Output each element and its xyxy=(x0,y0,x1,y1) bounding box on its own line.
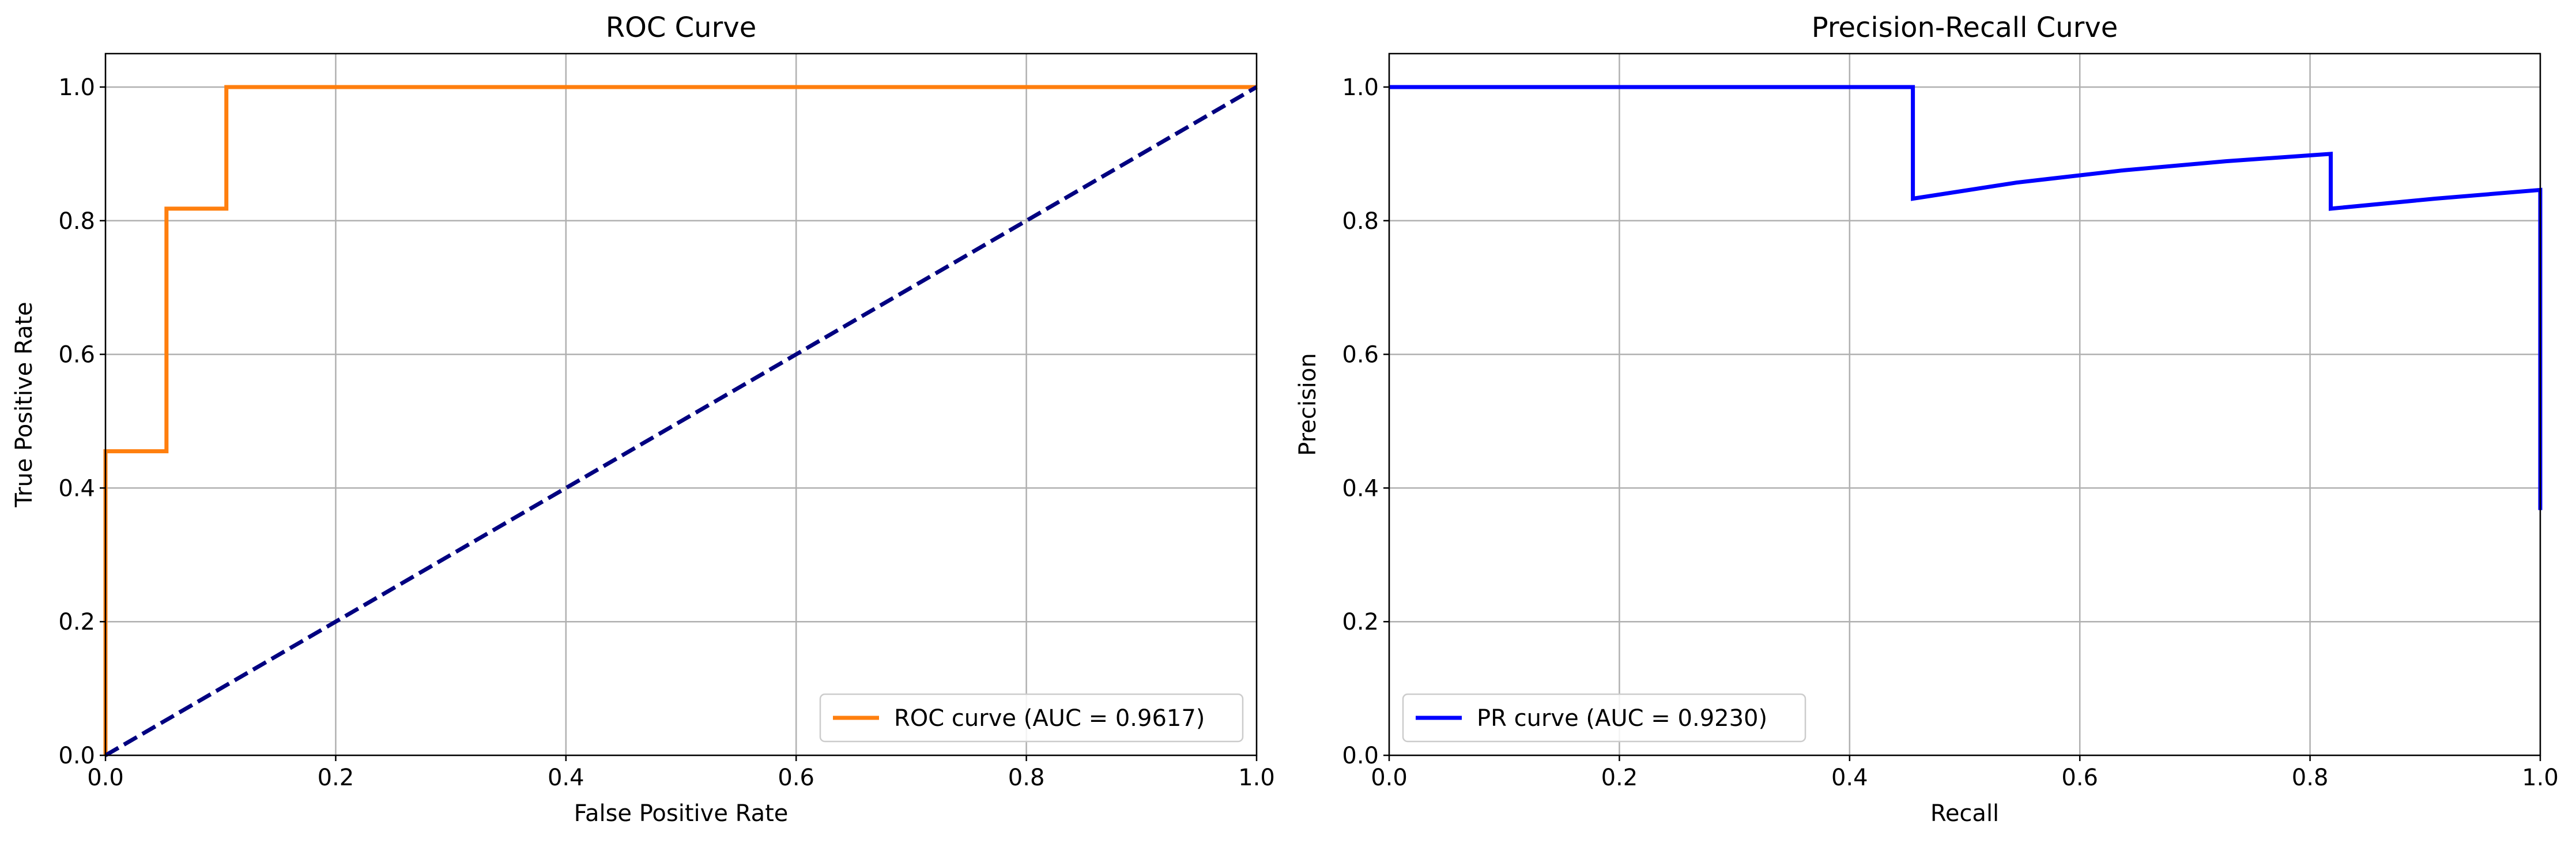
chart-1-xtick-label-3: 0.6 xyxy=(778,765,814,791)
chart-1-ytick-label-5: 1.0 xyxy=(58,74,95,101)
chart-2-ytick-label-1: 0.2 xyxy=(1342,609,1379,635)
chart-2-plot-area xyxy=(1389,54,2540,755)
chart-1-xtick-label-1: 0.2 xyxy=(318,765,354,791)
chart-2-title: Precision-Recall Curve xyxy=(1812,12,2118,44)
chart-2-ytick-label-0: 0.0 xyxy=(1342,743,1379,769)
chart-2-ytick-label-2: 0.4 xyxy=(1342,475,1379,502)
chart-2-ylabel: Precision xyxy=(1295,353,1321,456)
chart-2-xtick-label-3: 0.6 xyxy=(2061,765,2098,791)
chart-1-xtick-label-4: 0.8 xyxy=(1008,765,1045,791)
chart-1-title: ROC Curve xyxy=(606,12,757,44)
chart-1-legend-box xyxy=(819,693,1244,743)
chart-2-ytick-label-5: 1.0 xyxy=(1342,74,1379,101)
chart-2: 0.0 0.2 0.4 0.6 0.8 1.0 0.0 0.2 0.4 0.6 0.8 1.0 Prec… xyxy=(1295,12,2559,827)
chart-1-ylabel: True Positive Rate xyxy=(11,302,37,507)
chart-2-legend: PR curve (AUC = 0.9230) xyxy=(1402,693,1806,743)
chart-1-series-2-line xyxy=(104,85,1258,758)
chart-2-xtick-label-2: 0.4 xyxy=(1831,765,1868,791)
chart-2-legend-label: PR curve (AUC = 0.9230) xyxy=(1477,705,1767,732)
chart-1-ytick-label-2: 0.4 xyxy=(58,475,95,502)
chart-1-ytick-label-4: 0.8 xyxy=(58,208,95,235)
chart-1-plot-area xyxy=(105,54,1257,755)
chart-1-xlabel: False Positive Rate xyxy=(574,800,789,827)
chart-1-xtick-label-5: 1.0 xyxy=(1238,765,1275,791)
chart-1-legend: ROC curve (AUC = 0.9617) xyxy=(819,693,1244,743)
chart-1-xtick-label-0: 0.0 xyxy=(87,765,124,791)
chart-1-ytick-label-3: 0.6 xyxy=(58,342,95,368)
chart-1-xtick-label-2: 0.4 xyxy=(548,765,584,791)
chart-2-series-1-line xyxy=(1389,85,2543,510)
chart-1: 0.0 0.2 0.4 0.6 0.8 1.0 0.0 0.2 0.4 0.6 0.8 1.0 ROC … xyxy=(11,12,1275,827)
chart-2-xtick-label-1: 0.2 xyxy=(1601,765,1638,791)
chart-2-xlabel: Recall xyxy=(1930,800,1999,827)
chart-2-legend-box xyxy=(1402,693,1806,743)
chart-1-legend-label: ROC curve (AUC = 0.9617) xyxy=(894,705,1205,732)
chart-2-axes-frame xyxy=(1388,52,2541,756)
chart-2-ytick-label-3: 0.6 xyxy=(1342,342,1379,368)
chart-1-axes-frame xyxy=(104,52,1258,756)
chart-2-xtick-label-4: 0.8 xyxy=(2292,765,2329,791)
chart-2-xtick-label-5: 1.0 xyxy=(2522,765,2559,791)
chart-1-ytick-label-0: 0.0 xyxy=(58,743,95,769)
chart-2-xtick-label-0: 0.0 xyxy=(1371,765,1408,791)
chart-1-ytick-label-1: 0.2 xyxy=(58,609,95,635)
chart-2-ytick-label-4: 0.8 xyxy=(1342,208,1379,235)
